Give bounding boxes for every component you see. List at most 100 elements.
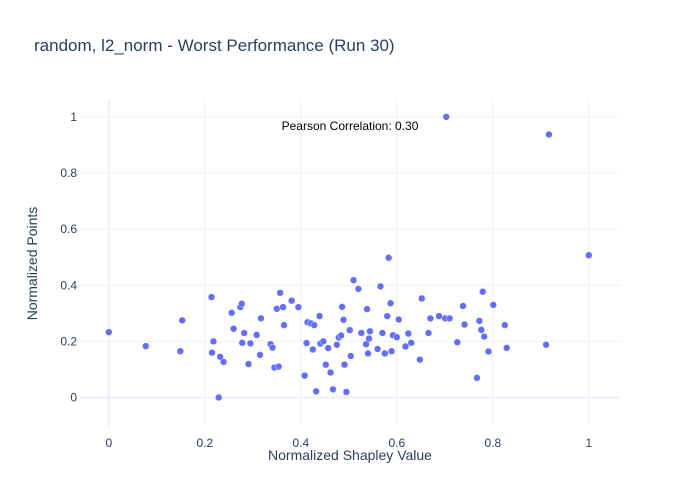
- data-point: [475, 317, 483, 325]
- data-point: [453, 338, 461, 346]
- y-tick-label: 1: [70, 110, 77, 124]
- data-point: [364, 349, 372, 358]
- data-point: [459, 302, 467, 310]
- data-point: [342, 388, 351, 396]
- data-point: [376, 282, 385, 290]
- y-tick-label: 0.4: [60, 278, 77, 292]
- data-point: [257, 314, 265, 322]
- data-point: [279, 303, 287, 311]
- data-point: [329, 385, 337, 393]
- data-point: [386, 299, 395, 307]
- data-point: [381, 349, 389, 358]
- data-point: [207, 293, 216, 301]
- data-point: [238, 339, 246, 347]
- data-point: [230, 325, 238, 333]
- data-point: [385, 254, 393, 262]
- data-point: [315, 312, 324, 320]
- data-point: [240, 329, 248, 337]
- data-point: [435, 312, 443, 320]
- data-point: [347, 352, 355, 360]
- data-point: [387, 347, 396, 355]
- data-point: [280, 321, 288, 329]
- data-point: [480, 333, 488, 341]
- data-point: [326, 368, 335, 377]
- data-point: [228, 309, 236, 317]
- grid: [80, 100, 620, 427]
- data-point: [322, 361, 330, 369]
- data-point: [442, 113, 450, 121]
- data-point: [142, 342, 150, 350]
- data-point: [404, 329, 412, 338]
- data-point: [294, 303, 303, 311]
- data-point: [362, 340, 370, 348]
- data-point: [446, 314, 454, 322]
- data-point: [346, 326, 354, 334]
- x-tick-label: 0.2: [196, 436, 213, 450]
- data-point: [337, 331, 345, 340]
- y-tick-label: 0: [70, 391, 77, 405]
- data-point: [340, 361, 349, 369]
- chart-title: random, l2_norm - Worst Performance (Run…: [34, 36, 395, 55]
- data-point: [416, 356, 424, 364]
- data-point: [302, 339, 311, 347]
- data-points: [105, 113, 593, 402]
- data-point: [105, 328, 113, 336]
- x-tick-label: 0.6: [388, 436, 405, 450]
- data-point: [275, 363, 283, 371]
- data-point: [585, 251, 593, 259]
- data-point: [424, 329, 433, 337]
- y-axis-ticks: 0 0.2 0.4 0.6 0.8 1: [60, 110, 77, 405]
- data-point: [501, 321, 509, 329]
- correlation-annotation: Pearson Correlation: 0.30: [282, 119, 419, 133]
- data-point: [354, 285, 363, 293]
- data-point: [395, 315, 403, 324]
- x-axis-title: Normalized Shapley Value: [268, 447, 432, 463]
- data-point: [484, 347, 493, 356]
- data-point: [215, 393, 223, 402]
- data-point: [246, 339, 255, 347]
- data-point: [460, 320, 469, 329]
- x-tick-label: 0.8: [484, 436, 501, 450]
- data-point: [503, 344, 511, 352]
- data-point: [309, 345, 317, 354]
- y-tick-label: 0.2: [60, 334, 77, 348]
- data-point: [209, 337, 218, 345]
- data-point: [310, 321, 318, 329]
- data-point: [333, 341, 341, 349]
- data-point: [477, 326, 485, 334]
- data-point: [208, 349, 216, 357]
- data-point: [350, 276, 358, 284]
- data-point: [324, 344, 332, 352]
- data-point: [357, 329, 365, 337]
- x-axis-ticks: 0 0.2 0.4 0.6 0.8 1: [105, 436, 592, 450]
- data-point: [542, 341, 550, 349]
- data-point: [319, 337, 327, 345]
- data-point: [393, 333, 401, 341]
- data-point: [545, 130, 553, 139]
- data-point: [339, 316, 348, 324]
- data-point: [479, 288, 487, 296]
- data-point: [312, 387, 320, 395]
- data-point: [301, 372, 309, 380]
- data-point: [253, 331, 261, 339]
- x-tick-label: 0.4: [292, 436, 309, 450]
- data-point: [268, 343, 277, 352]
- data-point: [383, 312, 391, 320]
- data-point: [418, 294, 426, 303]
- data-point: [473, 374, 481, 382]
- data-point: [216, 353, 224, 361]
- data-point: [366, 327, 374, 335]
- x-tick-label: 1: [585, 436, 592, 450]
- data-point: [378, 329, 387, 337]
- y-axis-title: Normalized Points: [24, 207, 40, 321]
- y-tick-label: 0.6: [60, 222, 77, 236]
- data-point: [426, 314, 435, 322]
- data-point: [374, 345, 382, 353]
- data-point: [176, 347, 184, 355]
- data-point: [288, 297, 296, 305]
- data-point: [401, 342, 410, 351]
- x-tick-label: 0: [105, 436, 112, 450]
- data-point: [276, 289, 284, 297]
- data-point: [363, 305, 371, 313]
